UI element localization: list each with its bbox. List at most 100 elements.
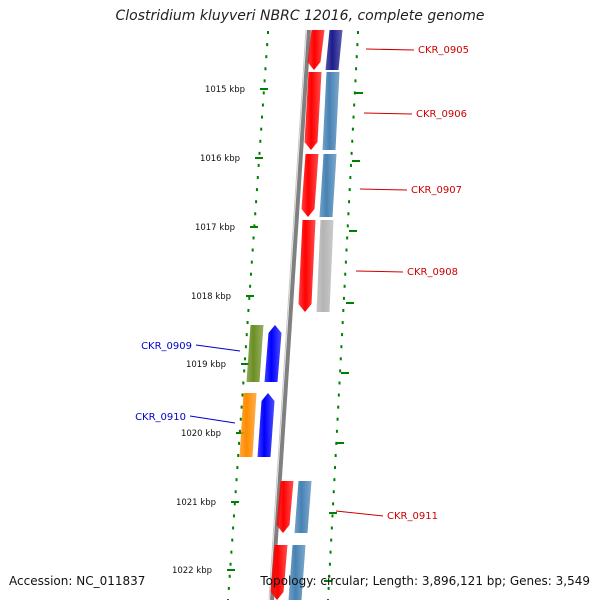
ruler-dot-right [349,176,352,180]
kbp-tick-mark [227,569,235,571]
ruler-tick-right [341,372,349,374]
gene-leader-line [355,270,404,273]
kbp-tick-mark [255,157,263,159]
cds-arrow-CKR_0908 [298,220,316,312]
kbp-tick-label: 1017 kbp [195,223,235,233]
ruler-dot-left [234,490,237,494]
ruler-dot-left [252,236,255,240]
ruler-dot-left [230,550,233,554]
ruler-dot-left [228,574,231,578]
ruler-tick-right [352,160,360,162]
product-bar-CKR_0909 [246,325,264,382]
ruler-dot-right [340,345,343,349]
ruler-dot-right [344,272,347,276]
ruler-dot-left [264,67,267,71]
ruler-dot-right [353,103,356,107]
ruler-dot-left [255,188,258,192]
gene-label: CKR_0911 [387,511,438,522]
genome-backbone-highlight [268,29,307,600]
ruler-dot-right [338,381,341,385]
ruler-dot-left [232,514,235,518]
ruler-dot-right [350,151,353,155]
ruler-dot-left [246,321,249,325]
cds-arrow-unlabeled [270,545,288,600]
kbp-tick-mark [236,432,244,434]
kbp-tick-label: 1018 kbp [191,292,231,302]
ruler-dot-left [244,357,247,361]
product-bar-CKR_0910 [239,393,257,457]
gene-leader-line [363,112,413,115]
ruler-dot-left [233,502,236,506]
ruler-dot-left [247,308,250,312]
gene-label: CKR_0910 [135,412,186,423]
ruler-dot-right [355,67,358,71]
ruler-tick-right [346,302,354,304]
ruler-tick-right [355,92,363,94]
kbp-tick-mark [246,295,254,297]
ruler-dot-left [232,526,235,530]
ruler-dot-right [341,333,344,337]
accession-text: Accession: NC_011837 [9,574,146,588]
ruler-dot-right [332,502,335,506]
gene-leader-line [189,415,236,424]
ruler-dot-right [343,284,346,288]
ruler-tick-right [349,230,357,232]
ruler-dot-right [339,357,342,361]
ruler-dot-right [348,200,351,204]
ruler-dot-left [257,163,260,167]
product-bar-CKR_0906 [322,72,340,150]
ruler-dot-left [239,417,242,421]
gene-leader-line [335,510,384,517]
product-bar-CKR_0907 [319,154,337,217]
kbp-tick-label: 1016 kbp [200,154,240,164]
ruler-dot-right [331,514,334,518]
ruler-dot-left [242,381,245,385]
ruler-dot-left [241,393,244,397]
ruler-dot-left [261,103,264,107]
kbp-tick-mark [260,88,268,90]
ruler-dot-left [243,369,246,373]
ruler-dot-right [348,188,351,192]
gene-label: CKR_0908 [407,267,458,278]
gene-label: CKR_0906 [416,109,467,120]
product-bar-unlabeled [288,545,306,600]
ruler-dot-left [248,296,251,300]
ruler-dot-right [356,43,359,47]
ruler-dot-right [355,55,358,59]
ruler-dot-right [352,115,355,119]
ruler-dot-right [329,550,332,554]
ruler-dot-right [328,562,331,566]
cds-arrow-CKR_0905 [307,30,325,70]
ruler-dot-right [328,574,331,578]
ruler-dot-left [249,272,252,276]
kbp-tick-mark [250,226,258,228]
ruler-tick-right [336,442,344,444]
ruler-dot-left [237,453,240,457]
kbp-tick-label: 1020 kbp [181,429,221,439]
kbp-tick-label: 1022 kbp [172,566,212,576]
ruler-dot-right [349,163,352,167]
genome-backbone [270,29,311,600]
ruler-dot-right [345,248,348,252]
ruler-dot-right [351,127,354,131]
ruler-dot-left [227,586,230,590]
ruler-dot-right [354,79,357,83]
product-bar-CKR_0911 [294,481,312,533]
ruler-dot-right [347,212,350,216]
ruler-dot-right [353,91,356,95]
ruler-dot-right [334,466,337,470]
ruler-dot-left [253,224,256,228]
kbp-tick-label: 1015 kbp [205,85,245,95]
ruler-dot-left [262,91,265,95]
kbp-tick-mark [241,363,249,365]
gene-label: CKR_0905 [418,45,469,56]
ruler-dot-left [240,405,243,409]
ruler-dot-left [265,55,268,59]
product-bar-CKR_0905 [325,30,343,70]
ruler-dot-right [344,260,347,264]
cds-arrow-CKR_0906 [304,72,322,150]
ruler-dot-left [238,441,241,445]
ruler-dot-right [341,321,344,325]
ruler-tick-right [324,580,332,582]
